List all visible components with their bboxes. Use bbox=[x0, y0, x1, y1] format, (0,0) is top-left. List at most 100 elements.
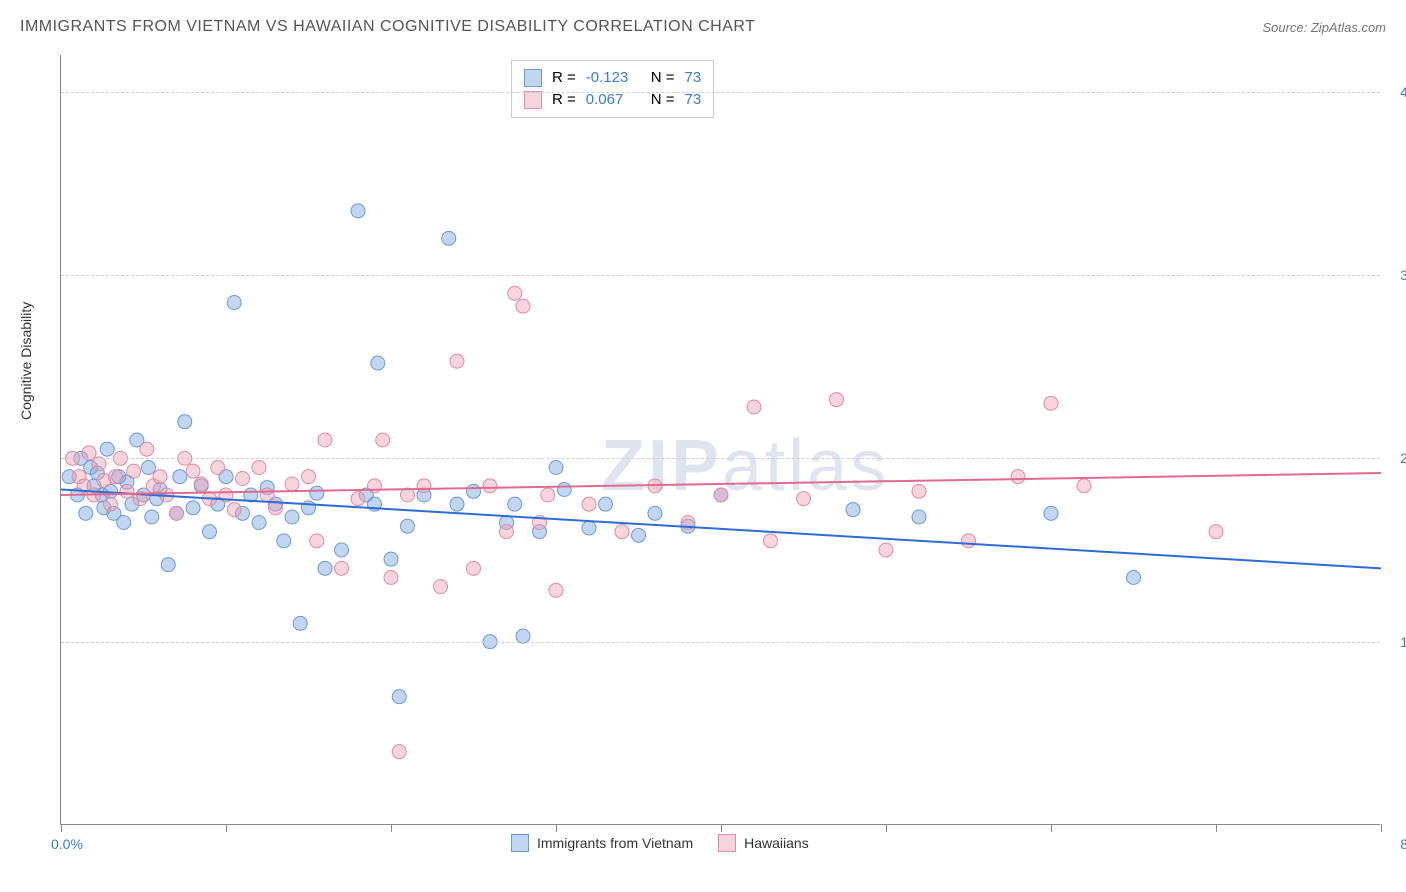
data-point bbox=[117, 516, 131, 530]
legend-series: Immigrants from Vietnam Hawaiians bbox=[511, 834, 809, 852]
data-point bbox=[384, 571, 398, 585]
data-point bbox=[285, 477, 299, 491]
scatter-plot-svg bbox=[61, 55, 1380, 824]
data-point bbox=[508, 497, 522, 511]
y-tick-label: 40.0% bbox=[1385, 84, 1406, 100]
x-tick bbox=[556, 824, 557, 832]
data-point bbox=[153, 470, 167, 484]
data-point bbox=[508, 286, 522, 300]
data-point bbox=[194, 477, 208, 491]
data-point bbox=[401, 519, 415, 533]
grid-line bbox=[61, 275, 1380, 276]
legend-r-label: R = bbox=[552, 67, 576, 89]
legend-correlation-row: R =-0.123N =73 bbox=[524, 67, 701, 89]
data-point bbox=[450, 354, 464, 368]
data-point bbox=[277, 534, 291, 548]
legend-correlation-box: R =-0.123N =73R =0.067N =73 bbox=[511, 60, 714, 118]
data-point bbox=[549, 461, 563, 475]
legend-n-label: N = bbox=[651, 67, 675, 89]
data-point bbox=[1209, 525, 1223, 539]
data-point bbox=[549, 583, 563, 597]
data-point bbox=[252, 461, 266, 475]
x-tick bbox=[391, 824, 392, 832]
data-point bbox=[371, 356, 385, 370]
source-label: Source: ZipAtlas.com bbox=[1262, 20, 1386, 35]
data-point bbox=[141, 461, 155, 475]
legend-swatch bbox=[524, 91, 542, 109]
y-tick-label: 30.0% bbox=[1385, 267, 1406, 283]
data-point bbox=[384, 552, 398, 566]
legend-swatch bbox=[524, 69, 542, 87]
data-point bbox=[830, 393, 844, 407]
data-point bbox=[161, 558, 175, 572]
y-axis-label: Cognitive Disability bbox=[18, 302, 34, 420]
data-point bbox=[227, 503, 241, 517]
data-point bbox=[186, 501, 200, 515]
legend-series-item: Immigrants from Vietnam bbox=[511, 834, 693, 852]
legend-n-value: 73 bbox=[685, 67, 702, 89]
grid-line bbox=[61, 642, 1380, 643]
chart-title: IMMIGRANTS FROM VIETNAM VS HAWAIIAN COGN… bbox=[20, 18, 755, 36]
data-point bbox=[178, 415, 192, 429]
data-point bbox=[252, 516, 266, 530]
data-point bbox=[879, 543, 893, 557]
x-tick bbox=[1051, 824, 1052, 832]
data-point bbox=[450, 497, 464, 511]
data-point bbox=[260, 488, 274, 502]
data-point bbox=[120, 484, 134, 498]
x-axis-min-label: 0.0% bbox=[51, 836, 83, 852]
data-point bbox=[140, 442, 154, 456]
data-point bbox=[392, 745, 406, 759]
x-tick bbox=[721, 824, 722, 832]
data-point bbox=[434, 580, 448, 594]
legend-series-label: Immigrants from Vietnam bbox=[537, 835, 693, 851]
data-point bbox=[127, 464, 141, 478]
data-point bbox=[302, 470, 316, 484]
data-point bbox=[351, 204, 365, 218]
grid-line bbox=[61, 92, 1380, 93]
data-point bbox=[145, 510, 159, 524]
data-point bbox=[747, 400, 761, 414]
legend-series-item: Hawaiians bbox=[718, 834, 809, 852]
data-point bbox=[285, 510, 299, 524]
data-point bbox=[714, 488, 728, 502]
data-point bbox=[442, 231, 456, 245]
data-point bbox=[648, 506, 662, 520]
data-point bbox=[632, 528, 646, 542]
data-point bbox=[962, 534, 976, 548]
data-point bbox=[1044, 396, 1058, 410]
data-point bbox=[170, 506, 184, 520]
data-point bbox=[79, 506, 93, 520]
data-point bbox=[912, 510, 926, 524]
grid-line bbox=[61, 458, 1380, 459]
x-tick bbox=[61, 824, 62, 832]
legend-swatch bbox=[511, 834, 529, 852]
x-tick bbox=[1381, 824, 1382, 832]
data-point bbox=[582, 521, 596, 535]
x-tick bbox=[226, 824, 227, 832]
data-point bbox=[1077, 479, 1091, 493]
data-point bbox=[912, 484, 926, 498]
data-point bbox=[541, 488, 555, 502]
data-point bbox=[797, 492, 811, 506]
data-point bbox=[351, 492, 365, 506]
chart-plot-area: ZIPatlas R =-0.123N =73R =0.067N =73 Imm… bbox=[60, 55, 1380, 825]
data-point bbox=[467, 484, 481, 498]
x-axis-max-label: 80.0% bbox=[1400, 836, 1406, 852]
data-point bbox=[318, 561, 332, 575]
data-point bbox=[318, 433, 332, 447]
y-tick-label: 10.0% bbox=[1385, 634, 1406, 650]
data-point bbox=[310, 486, 324, 500]
data-point bbox=[104, 497, 118, 511]
x-tick bbox=[886, 824, 887, 832]
data-point bbox=[417, 479, 431, 493]
data-point bbox=[764, 534, 778, 548]
data-point bbox=[599, 497, 613, 511]
data-point bbox=[615, 525, 629, 539]
data-point bbox=[516, 299, 530, 313]
data-point bbox=[173, 470, 187, 484]
y-tick-label: 20.0% bbox=[1385, 450, 1406, 466]
x-tick bbox=[1216, 824, 1217, 832]
data-point bbox=[211, 461, 225, 475]
data-point bbox=[310, 534, 324, 548]
